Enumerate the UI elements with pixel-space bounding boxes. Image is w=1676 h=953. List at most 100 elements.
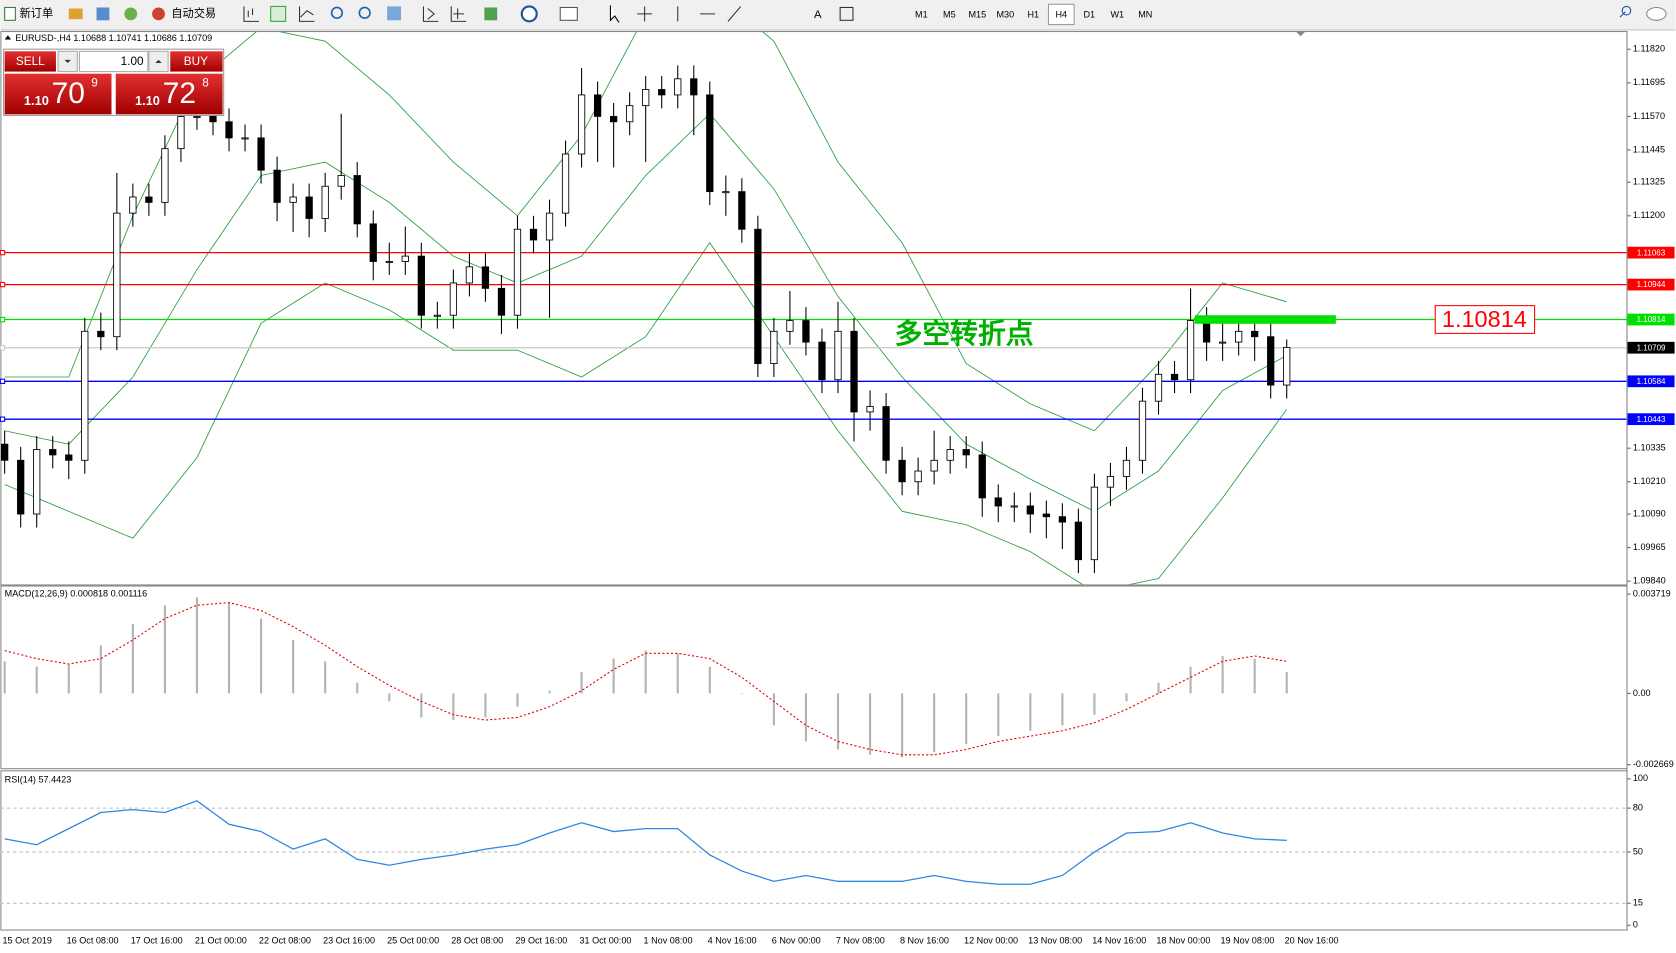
rsi-header: RSI(14) 57.4423 <box>5 774 72 784</box>
icon[interactable]: A <box>814 9 822 21</box>
timeframe-button[interactable]: H4 <box>1055 9 1067 19</box>
candle-body <box>1218 341 1227 344</box>
macd-header: MACD(12,26,9) 0.000818 0.001116 <box>5 588 148 598</box>
shift-marker <box>1296 32 1305 37</box>
candle-body <box>914 470 922 483</box>
y-tick-label: 1.10335 <box>1633 443 1666 453</box>
buy-label[interactable]: BUY <box>184 55 208 68</box>
macd-bar <box>1125 693 1128 702</box>
x-tick-label: 13 Nov 08:00 <box>1028 936 1082 946</box>
volume-value[interactable]: 1.00 <box>121 55 144 68</box>
icon[interactable] <box>559 6 578 21</box>
x-tick-label: 22 Oct 08:00 <box>259 936 311 946</box>
icon[interactable] <box>330 6 344 19</box>
timeframe-button[interactable]: H1 <box>1027 9 1039 19</box>
macd-bar <box>67 664 70 694</box>
timeframe-button[interactable]: M1 <box>915 9 928 19</box>
icon[interactable] <box>4 6 16 21</box>
icon[interactable] <box>484 7 498 21</box>
x-tick-label: 16 Oct 08:00 <box>67 936 119 946</box>
collapse-icon[interactable] <box>4 35 12 40</box>
candle-body <box>545 212 554 241</box>
sell-button[interactable] <box>4 51 56 72</box>
icon[interactable] <box>96 7 110 21</box>
y-tick-label: 1.09965 <box>1633 542 1666 552</box>
timeframe-button[interactable]: M30 <box>996 9 1014 19</box>
level-label: 1.10443 <box>1637 415 1666 424</box>
icon[interactable] <box>520 5 538 23</box>
icon[interactable] <box>450 6 467 22</box>
volume-input[interactable] <box>78 50 149 73</box>
candle-body <box>978 454 986 499</box>
y-tick-label: 1.11325 <box>1633 177 1665 187</box>
macd-bar <box>997 693 1000 737</box>
y-tick-label: 1.11695 <box>1633 77 1665 87</box>
sell-label[interactable]: SELL <box>16 55 45 68</box>
icon[interactable] <box>422 6 439 22</box>
candle-body <box>17 459 25 515</box>
icon[interactable] <box>839 6 854 21</box>
candle-body <box>369 223 377 262</box>
candle-body <box>786 320 794 332</box>
candle-body <box>177 115 185 150</box>
macd-bar <box>933 693 936 753</box>
icon[interactable] <box>152 7 165 21</box>
candle-body <box>1106 475 1115 488</box>
candle-body <box>930 459 938 472</box>
y-tick-label: 1.11820 <box>1633 44 1665 54</box>
icon[interactable] <box>387 6 402 21</box>
auto-trading-button[interactable]: 自动交易 <box>171 6 216 20</box>
icon[interactable] <box>358 6 371 19</box>
buy-button[interactable] <box>170 51 223 72</box>
new-order-button[interactable]: 新订单 <box>20 6 54 20</box>
macd-bar <box>163 605 166 694</box>
overlays: 1.11820 1.11695 1.11570 1.11445 1.11325 1.112… <box>0 30 1675 946</box>
timeframe-button[interactable]: M15 <box>968 9 986 19</box>
candle-body <box>113 212 121 338</box>
timeframe-button[interactable]: D1 <box>1083 9 1095 19</box>
macd-bar <box>740 693 743 694</box>
candle-body <box>353 175 361 225</box>
icon[interactable] <box>1619 5 1632 18</box>
icon[interactable] <box>637 6 653 22</box>
toolbar <box>0 0 1676 30</box>
icon[interactable] <box>609 5 620 23</box>
candle-body <box>337 175 345 187</box>
level-label: 1.10709 <box>1637 343 1666 352</box>
candle-body <box>1202 320 1211 343</box>
icon[interactable] <box>270 5 287 22</box>
timeframe-button[interactable]: M5 <box>943 9 956 19</box>
candle-body <box>49 449 57 456</box>
buy-price-box[interactable] <box>115 73 223 115</box>
candle-body <box>1026 505 1034 515</box>
candle-body <box>754 228 762 364</box>
buy-price-big: 72 <box>163 77 196 110</box>
active-timeframe[interactable] <box>1047 3 1075 26</box>
macd-bar <box>452 693 455 721</box>
icon[interactable] <box>243 6 259 22</box>
candle-body <box>994 497 1002 507</box>
candle-body <box>834 330 842 381</box>
icon[interactable] <box>677 6 742 22</box>
macd-bar <box>3 661 6 694</box>
candle-body <box>802 320 810 343</box>
level-marker <box>0 345 6 351</box>
icon[interactable] <box>1646 6 1667 21</box>
icon[interactable] <box>68 8 83 20</box>
price-plot <box>0 32 1627 585</box>
level-marker <box>0 249 6 256</box>
macd-bar <box>1253 658 1256 694</box>
candle-body <box>465 266 474 284</box>
candle-body <box>1090 486 1099 561</box>
timeframe-button[interactable]: MN <box>1138 9 1152 19</box>
candle-body <box>1010 505 1018 508</box>
sell-price-box[interactable] <box>4 73 112 115</box>
timeframe-button[interactable]: W1 <box>1110 9 1124 19</box>
candle-body <box>241 137 249 140</box>
icon[interactable] <box>298 6 315 22</box>
y-tick-label: 1.10090 <box>1633 508 1666 518</box>
macd-bar <box>965 693 968 745</box>
icon[interactable] <box>124 7 138 21</box>
macd-bar <box>324 661 327 694</box>
